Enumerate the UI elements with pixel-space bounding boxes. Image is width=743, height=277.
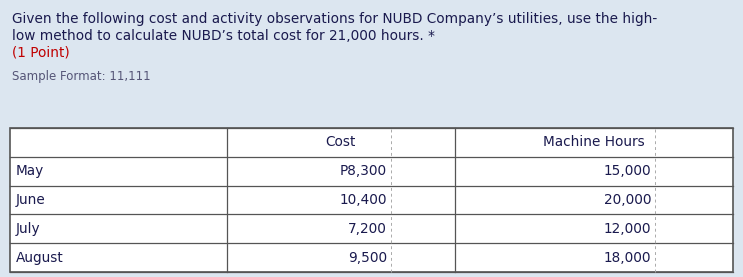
Text: 7,200: 7,200	[348, 222, 387, 236]
Text: August: August	[16, 251, 64, 265]
Text: 18,000: 18,000	[603, 251, 651, 265]
Text: Given the following cost and activity observations for NUBD Company’s utilities,: Given the following cost and activity ob…	[12, 12, 658, 26]
Text: 12,000: 12,000	[603, 222, 651, 236]
Text: 20,000: 20,000	[603, 193, 651, 207]
Text: P8,300: P8,300	[340, 164, 387, 178]
Text: low method to calculate NUBD’s total cost for 21,000 hours. *: low method to calculate NUBD’s total cos…	[12, 29, 435, 43]
Text: 9,500: 9,500	[348, 251, 387, 265]
Text: (1 Point): (1 Point)	[12, 46, 70, 60]
Text: Machine Hours: Machine Hours	[543, 135, 645, 149]
Text: Cost: Cost	[325, 135, 356, 149]
Text: May: May	[16, 164, 45, 178]
Text: Sample Format: 11,111: Sample Format: 11,111	[12, 70, 151, 83]
Text: June: June	[16, 193, 46, 207]
FancyBboxPatch shape	[10, 128, 733, 272]
Text: 10,400: 10,400	[340, 193, 387, 207]
Text: July: July	[16, 222, 41, 236]
Text: 15,000: 15,000	[603, 164, 651, 178]
